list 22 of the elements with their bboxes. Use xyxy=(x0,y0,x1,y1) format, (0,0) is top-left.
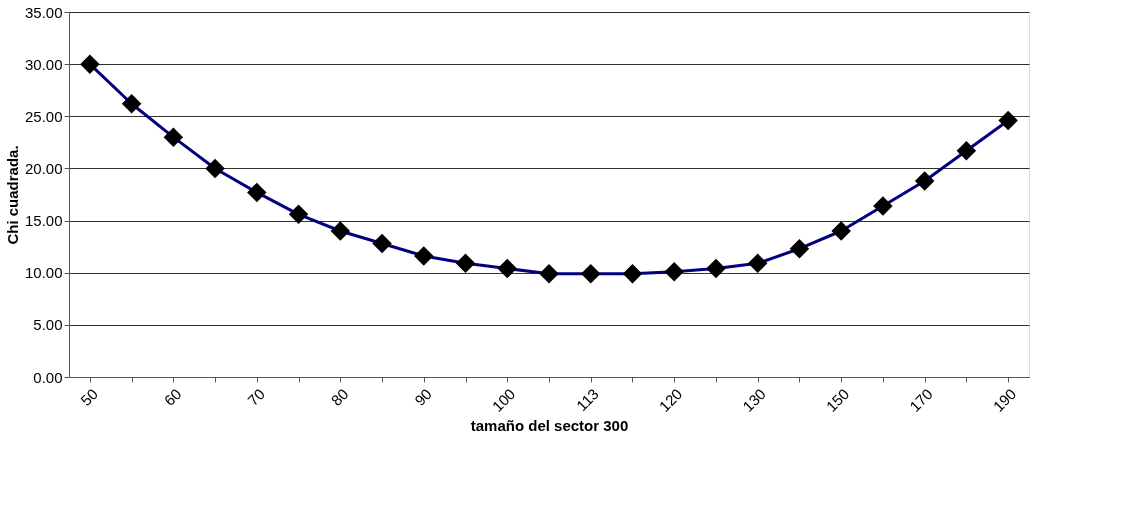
x-tick-label: 50 xyxy=(77,385,101,409)
x-tick-label: 80 xyxy=(327,385,352,409)
y-tick-label: 15.00 xyxy=(24,212,63,230)
x-tick-label: 60 xyxy=(160,385,185,409)
x-tick-label: 120 xyxy=(655,385,686,415)
x-tick-label: 70 xyxy=(244,385,268,409)
y-tick-label: 20.00 xyxy=(24,159,63,177)
x-tick-label: 113 xyxy=(572,385,602,415)
y-tick-label: 35.00 xyxy=(24,3,63,21)
x-tick-label: 130 xyxy=(739,385,769,415)
y-tick-label: 5.00 xyxy=(33,316,63,334)
x-tick-label: 190 xyxy=(989,385,1020,415)
x-tick-label: 150 xyxy=(822,385,853,415)
x-tick-label: 170 xyxy=(906,385,936,415)
x-tick-label: 100 xyxy=(488,385,519,415)
y-axis-title: Chi cuadrada. xyxy=(3,145,21,245)
y-tick-label: 30.00 xyxy=(24,55,63,73)
x-tick-label: 90 xyxy=(411,385,435,409)
y-tick-label: 25.00 xyxy=(24,107,63,125)
y-tick-label: 10.00 xyxy=(24,264,63,282)
y-tick-label: 0.00 xyxy=(33,368,63,386)
x-axis-title: tamaño del sector 300 xyxy=(470,416,629,434)
